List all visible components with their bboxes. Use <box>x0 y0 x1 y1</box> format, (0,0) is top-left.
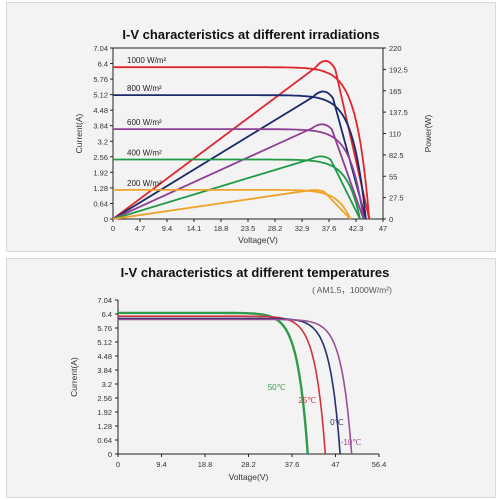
iv-curve <box>118 317 341 455</box>
y2-tick-label: 82.5 <box>389 151 404 160</box>
y2-axis-label: Power(W) <box>423 114 433 152</box>
x-tick-label: 18.8 <box>198 460 213 469</box>
x-tick-label: 47 <box>331 460 339 469</box>
series-label: 800 W/m² <box>127 84 162 93</box>
iv-curve <box>118 315 327 455</box>
pv-curve <box>112 189 351 220</box>
series-label: 600 W/m² <box>127 118 162 127</box>
y-tick-label: 6.4 <box>98 60 108 69</box>
iv-curve <box>113 189 352 220</box>
series-label: 0℃ <box>330 418 343 427</box>
y2-tick-label: 137.5 <box>389 108 408 117</box>
y-tick-label: 5.12 <box>97 338 112 347</box>
series-label: 200 W/m² <box>127 179 162 188</box>
y2-tick-label: 0 <box>389 215 393 224</box>
x-axis-label: Voltage(V) <box>238 235 278 245</box>
y-axis-label: Current(A) <box>74 114 84 154</box>
series-label: -10℃ <box>341 438 362 447</box>
x-axis-label: Voltage(V) <box>229 472 269 482</box>
y-tick-label: 1.92 <box>97 408 112 417</box>
x-tick-label: 42.3 <box>349 224 364 233</box>
y2-tick-label: 165 <box>389 87 402 96</box>
y2-tick-label: 192.5 <box>389 65 408 74</box>
y2-tick-label: 220 <box>389 44 402 53</box>
y-tick-label: 0.64 <box>97 436 112 445</box>
series-label: 25℃ <box>298 396 316 405</box>
x-tick-label: 23.5 <box>241 224 256 233</box>
series-label: 50℃ <box>268 383 286 392</box>
y-axis-label: Current(A) <box>69 357 79 397</box>
y-tick-label: 7.04 <box>93 44 108 53</box>
pv-curve <box>112 60 371 220</box>
y-tick-label: 5.76 <box>97 324 112 333</box>
y-tick-label: 5.12 <box>93 91 108 100</box>
y2-tick-label: 110 <box>389 130 401 139</box>
y-tick-label: 4.48 <box>97 352 112 361</box>
y-tick-label: 6.4 <box>102 310 112 319</box>
pv-curve <box>112 90 367 220</box>
series-label: 400 W/m² <box>127 148 162 157</box>
x-tick-label: 37.6 <box>285 460 300 469</box>
temperature-chart-panel: I-V characteristics at different tempera… <box>6 258 496 498</box>
x-tick-label: 47 <box>379 224 387 233</box>
chart-title: I-V characteristics at different tempera… <box>121 265 390 280</box>
irradiation-chart-panel: I-V characteristics at different irradia… <box>6 2 496 252</box>
y-tick-label: 3.84 <box>97 366 112 375</box>
pv-curve <box>112 123 365 220</box>
y-tick-label: 3.84 <box>93 122 108 131</box>
x-tick-label: 0 <box>111 224 115 233</box>
iv-curve <box>113 128 365 220</box>
y-tick-label: 1.28 <box>93 184 108 193</box>
x-tick-label: 37.6 <box>322 224 337 233</box>
y-tick-label: 1.28 <box>97 422 112 431</box>
x-tick-label: 28.2 <box>268 224 283 233</box>
iv-curve <box>113 66 371 220</box>
x-tick-label: 28.2 <box>241 460 256 469</box>
irradiation-chart: I-V characteristics at different irradia… <box>74 27 433 245</box>
temperature-chart: I-V characteristics at different tempera… <box>69 265 392 482</box>
x-tick-label: 32.9 <box>295 224 310 233</box>
x-tick-label: 18.8 <box>214 224 229 233</box>
chart-title: I-V characteristics at different irradia… <box>122 27 379 42</box>
y-tick-label: 0 <box>104 215 108 224</box>
y-tick-label: 1.92 <box>93 168 108 177</box>
x-tick-label: 9.4 <box>162 224 172 233</box>
iv-curve <box>118 318 353 455</box>
y-tick-label: 2.56 <box>93 153 108 162</box>
y-tick-label: 0 <box>108 450 112 459</box>
y-tick-label: 2.56 <box>97 394 112 403</box>
iv-curve <box>113 158 361 220</box>
x-tick-label: 56.4 <box>372 460 387 469</box>
chart-subtitle: ( AM1.5，1000W/m²) <box>312 285 392 295</box>
y-tick-label: 3.2 <box>98 137 108 146</box>
series-label: 1000 W/m² <box>127 56 166 65</box>
x-tick-label: 4.7 <box>135 224 145 233</box>
x-tick-label: 9.4 <box>156 460 166 469</box>
y-tick-label: 5.76 <box>93 75 108 84</box>
y2-tick-label: 55 <box>389 172 397 181</box>
iv-curve <box>113 94 367 220</box>
x-tick-label: 0 <box>116 460 120 469</box>
y-tick-label: 0.64 <box>93 199 108 208</box>
x-tick-label: 14.1 <box>187 224 202 233</box>
y-tick-label: 3.2 <box>102 380 112 389</box>
y2-tick-label: 27.5 <box>389 194 404 203</box>
y-tick-label: 4.48 <box>93 106 108 115</box>
y-tick-label: 7.04 <box>97 296 112 305</box>
pv-curve <box>112 155 361 220</box>
